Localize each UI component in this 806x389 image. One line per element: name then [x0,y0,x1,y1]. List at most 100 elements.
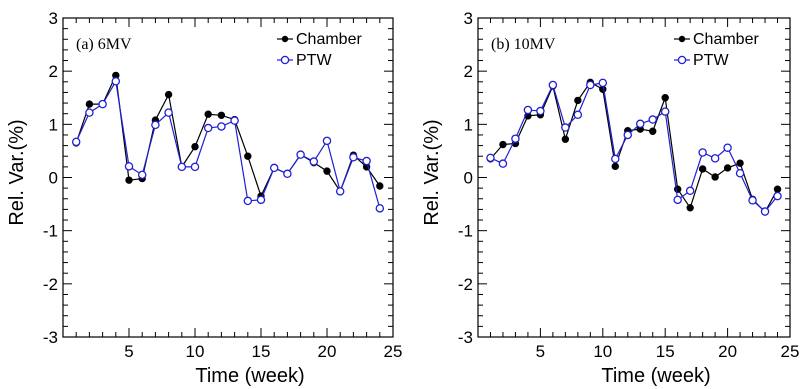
data-point-ptw [362,156,371,166]
data-point-chamber [323,167,331,175]
data-point-chamber [217,111,226,119]
x-tick-label: 25 [781,342,800,361]
data-point-chamber [499,140,507,149]
data-point-ptw [611,154,620,164]
y-tick-label: 2 [49,62,58,81]
data-point-ptw [498,159,508,168]
data-point-ptw [773,191,782,201]
data-point-ptw [536,106,545,116]
x-tick-label: 5 [124,342,133,361]
data-point-ptw [648,115,657,124]
x-tick-label: 25 [384,342,403,361]
data-point-chamber [611,162,619,171]
data-point-ptw [164,108,173,117]
y-tick-label: 0 [464,169,473,188]
data-point-ptw [375,204,385,213]
x-axis-title: Time (week) [195,365,304,387]
y-tick-label: -2 [43,275,58,294]
data-point-ptw [561,123,570,132]
x-axis-title: Time (week) [601,365,710,387]
data-point-ptw [673,195,682,205]
x-tick-label: 10 [593,342,612,361]
data-point-ptw [335,187,345,196]
data-point-ptw [151,120,160,130]
data-point-ptw [322,136,332,146]
data-point-chamber [125,176,133,184]
data-point-ptw [623,130,633,140]
data-point-ptw [486,153,495,163]
data-point-ptw [283,169,292,179]
data-point-ptw [573,110,583,120]
series-line-chamber [75,73,381,198]
legend-marker-ptw [677,55,687,65]
data-point-ptw [309,157,319,166]
data-point-ptw [124,162,134,171]
x-tick-label: 10 [186,342,205,361]
data-point-chamber [561,135,570,143]
data-point-ptw [256,195,266,205]
data-point-ptw [230,116,239,125]
plot-frame [62,17,394,338]
data-point-ptw [296,150,305,159]
data-point-chamber [244,152,252,160]
y-tick-label: -1 [43,222,58,241]
legend-marker-chamber [281,35,289,43]
data-point-ptw [635,119,645,129]
data-point-ptw [511,134,520,143]
data-point-ptw [177,162,187,172]
legend-marker-chamber [678,35,686,43]
data-point-ptw [243,196,253,206]
data-point-ptw [698,148,707,157]
data-point-ptw [71,137,81,147]
data-point-ptw [586,80,595,90]
data-point-ptw [598,78,608,88]
data-point-ptw [349,153,358,162]
y-tick-label: 3 [464,9,473,28]
y-tick-label: 1 [464,115,473,134]
chart-panel-10mv: 5 10 15 20 25 -3 -2 -1 0 1 2 3 Time (week) Rel. Var.(… [421,9,799,387]
y-tick-label: 2 [464,62,473,81]
data-point-ptw [710,154,720,163]
series-line-ptw [75,79,381,209]
panel-label: (b) 10MV [491,36,556,53]
data-point-ptw [98,99,107,109]
y-tick-label: 3 [49,9,58,28]
y-axis-title: Rel. Var.(%) [6,119,28,225]
data-point-chamber [711,173,719,181]
x-tick-label: 20 [718,342,737,361]
data-point-chamber [773,185,782,193]
series-line-ptw [490,82,778,213]
y-tick-label: -3 [458,328,473,347]
x-tick-label: 15 [252,342,271,361]
data-point-ptw [217,122,226,131]
data-point-ptw [137,170,147,180]
data-point-ptw [685,186,695,196]
data-point-chamber [649,127,657,135]
data-point-ptw [523,105,533,115]
x-tick-label: 15 [656,342,675,361]
data-point-ptw [190,162,200,172]
data-point-chamber [574,96,582,105]
y-tick-label: -3 [43,328,58,347]
data-point-ptw [760,207,770,216]
panel-label: (a) 6MV [76,36,132,53]
data-point-ptw [85,108,94,117]
data-point-ptw [660,107,670,116]
data-point-chamber [376,182,384,190]
data-point-ptw [748,196,757,205]
data-point-chamber [85,100,94,108]
chart-panel-6mv: 5 10 15 20 25 -3 -2 -1 0 1 2 3 Time (week) Rel. Var.(… [6,9,402,387]
data-point-ptw [548,80,558,90]
data-point-chamber [204,110,212,118]
data-point-ptw [269,163,279,173]
plot-frame [477,17,791,338]
legend-label-ptw: PTW [296,52,332,69]
data-point-ptw [111,77,121,86]
legend-label-chamber: Chamber [296,31,362,48]
x-tick-label: 20 [318,342,337,361]
data-point-ptw [735,168,745,178]
y-tick-label: -2 [458,275,473,294]
y-tick-label: -1 [458,222,473,241]
legend-label-chamber: Chamber [693,31,759,48]
